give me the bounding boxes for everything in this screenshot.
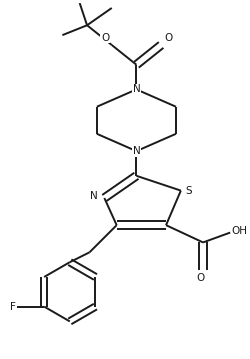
Text: N: N (90, 191, 98, 201)
Text: O: O (164, 33, 172, 42)
Text: S: S (185, 186, 192, 196)
Text: N: N (132, 146, 140, 156)
Text: O: O (196, 273, 204, 283)
Text: O: O (101, 33, 109, 42)
Text: OH: OH (230, 226, 246, 236)
Text: N: N (132, 84, 140, 94)
Text: F: F (10, 302, 16, 312)
